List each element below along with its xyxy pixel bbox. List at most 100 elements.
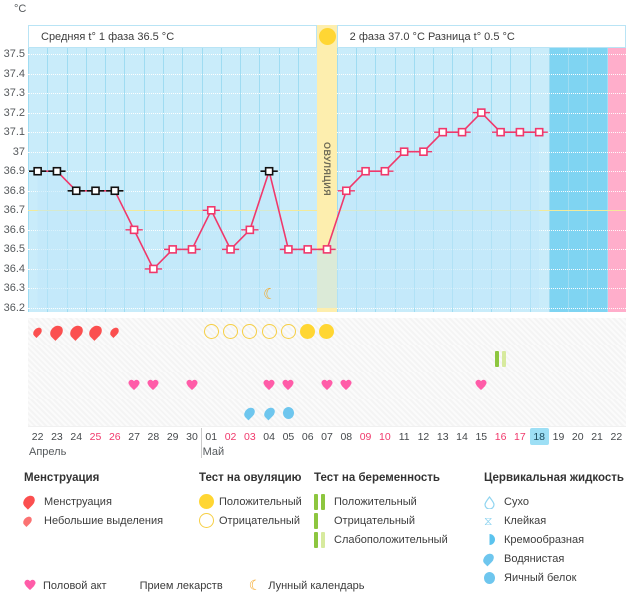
sex-cell-empty[interactable] [395,372,414,399]
test-cell-empty[interactable] [414,318,433,345]
data-point-marker[interactable] [149,264,158,274]
calendar-date-cell[interactable]: 20 [571,430,584,443]
calendar-date-cell[interactable]: 08 [340,430,353,443]
data-point-marker[interactable] [52,166,62,176]
test-cell-empty[interactable] [124,318,143,345]
calendar-date-cell[interactable]: 30 [186,430,198,443]
calendar-date-cell[interactable]: 29 [166,430,179,443]
test-cell-empty[interactable] [510,318,529,345]
pregnancy-cell-empty[interactable] [86,345,105,372]
test-cell-empty[interactable] [568,318,587,345]
pregnancy-cell-empty[interactable] [182,345,201,372]
data-point-marker[interactable] [457,127,467,137]
fluid-cell-empty[interactable] [221,399,240,426]
calendar-date-cell[interactable]: 23 [51,430,63,443]
fluid-cell-empty[interactable] [105,399,124,426]
pregnancy-cell-empty[interactable] [395,345,414,372]
pregnancy-cell-empty[interactable] [279,345,298,372]
fluid-cell-empty[interactable] [375,399,394,426]
fluid-cell-empty[interactable] [607,399,626,426]
day-column[interactable] [606,48,626,312]
fluid-cell-empty[interactable] [317,399,336,426]
pregnancy-cell-empty[interactable] [607,345,626,372]
sex-cell-empty[interactable] [491,372,510,399]
test-cell-empty[interactable] [452,318,471,345]
fluid-cell-empty[interactable] [510,399,529,426]
test-cell-empty[interactable] [587,318,606,345]
calendar-date-cell[interactable]: 17 [514,430,526,443]
pregnancy-cell-empty[interactable] [414,345,433,372]
sex-cell-empty[interactable] [240,372,259,399]
data-point-marker[interactable] [226,245,235,254]
data-point-marker[interactable] [438,127,448,137]
calendar-date-cell[interactable]: 03 [243,430,256,443]
fluid-cell-empty[interactable] [587,399,606,426]
menstruation-cell[interactable] [67,318,86,345]
fluid-cell-empty[interactable] [414,399,433,426]
day-column[interactable] [298,48,318,312]
pregnancy-cell-empty[interactable] [163,345,182,372]
sex-cell-empty[interactable] [568,372,587,399]
data-point-marker[interactable] [303,245,313,254]
pregnancy-cell-empty[interactable] [144,345,163,372]
pregnancy-cell-empty[interactable] [28,345,47,372]
data-point-marker[interactable] [284,245,293,254]
data-point-marker[interactable] [33,166,42,176]
calendar-date-cell[interactable]: 12 [417,430,430,443]
day-column[interactable] [163,48,183,312]
fluid-cell-empty[interactable] [202,399,221,426]
data-point-marker[interactable] [245,225,255,235]
pregnancy-cell-empty[interactable] [221,345,240,372]
fluid-cell-empty[interactable] [395,399,414,426]
pregnancy-cell-empty[interactable] [356,345,375,372]
data-point-marker[interactable] [477,108,486,117]
calendar-date-cell[interactable]: 21 [591,430,603,443]
ovulation-test-cell[interactable] [240,318,259,345]
test-cell-empty[interactable] [356,318,375,345]
sex-cell-empty[interactable] [86,372,105,399]
calendar-date-cell[interactable]: 22 [31,430,44,443]
menstruation-cell[interactable] [28,318,47,345]
calendar-date-cell[interactable]: 19 [552,430,565,443]
calendar-date-cell[interactable]: 06 [301,430,314,443]
sex-cell[interactable] [317,372,336,399]
calendar-date-cell[interactable]: 26 [108,430,121,443]
fluid-cell-empty[interactable] [144,399,163,426]
sex-cell-empty[interactable] [105,372,124,399]
sex-cell-empty[interactable] [530,372,549,399]
sex-cell-empty[interactable] [298,372,317,399]
data-point-marker[interactable] [71,186,81,196]
data-point-marker[interactable] [496,127,505,137]
test-cell-empty[interactable] [491,318,510,345]
calendar-date-cell[interactable]: 02 [224,430,237,443]
cervical-fluid-cell[interactable] [240,399,259,426]
calendar-today-cell[interactable]: 18 [529,428,549,445]
fluid-cell-empty[interactable] [568,399,587,426]
fluid-cell-empty[interactable] [67,399,86,426]
ovulation-test-cell[interactable] [317,318,336,345]
fluid-cell-empty[interactable] [433,399,452,426]
fluid-cell-empty[interactable] [124,399,143,426]
pregnancy-cell-empty[interactable] [259,345,278,372]
sex-cell[interactable] [337,372,356,399]
pregnancy-cell-empty[interactable] [452,345,471,372]
data-point-marker[interactable] [206,206,216,215]
sex-cell-empty[interactable] [433,372,452,399]
data-point-marker[interactable] [187,245,197,254]
fluid-cell-empty[interactable] [472,399,491,426]
data-point-marker[interactable] [264,166,274,176]
pregnancy-cell-empty[interactable] [587,345,606,372]
test-cell-empty[interactable] [530,318,549,345]
fluid-cell-empty[interactable] [356,399,375,426]
test-cell-empty[interactable] [182,318,201,345]
pregnancy-cell-empty[interactable] [240,345,259,372]
data-point-marker[interactable] [110,186,120,196]
menstruation-cell[interactable] [47,318,66,345]
calendar-date-cell[interactable]: 14 [456,430,468,443]
data-point-marker[interactable] [534,127,544,137]
data-point-marker[interactable] [129,225,139,235]
test-cell-empty[interactable] [607,318,626,345]
fluid-cell-empty[interactable] [452,399,471,426]
calendar-date-cell[interactable]: 13 [436,430,449,443]
fluid-cell-empty[interactable] [47,399,66,426]
